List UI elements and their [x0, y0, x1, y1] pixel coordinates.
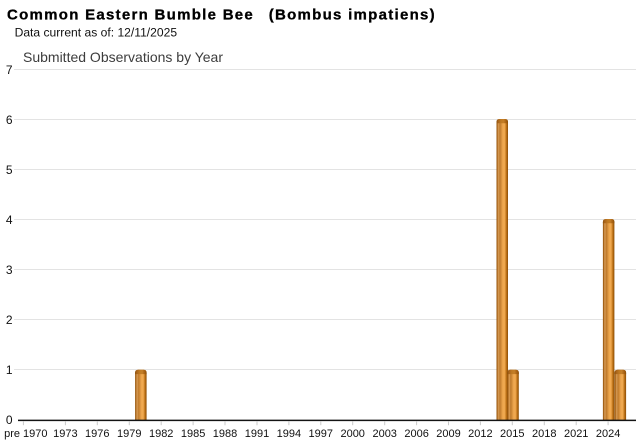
svg-text:1979: 1979 — [117, 428, 141, 440]
svg-text:2006: 2006 — [404, 428, 428, 440]
svg-text:(Bombus impatiens): (Bombus impatiens) — [269, 7, 436, 24]
svg-text:3: 3 — [6, 263, 13, 277]
svg-text:1988: 1988 — [213, 428, 237, 440]
svg-text:2018: 2018 — [532, 428, 556, 440]
svg-text:1991: 1991 — [245, 428, 269, 440]
svg-text:1: 1 — [6, 363, 13, 377]
svg-text:6: 6 — [6, 113, 13, 127]
svg-text:4: 4 — [6, 213, 13, 227]
svg-text:2024: 2024 — [596, 428, 620, 440]
svg-text:2009: 2009 — [436, 428, 460, 440]
svg-text:2: 2 — [6, 313, 13, 327]
svg-text:Submitted Observations by Year: Submitted Observations by Year — [23, 49, 223, 65]
svg-text:2000: 2000 — [340, 428, 364, 440]
svg-text:1985: 1985 — [181, 428, 205, 440]
svg-text:1973: 1973 — [53, 428, 77, 440]
svg-text:Common Eastern Bumble Bee: Common Eastern Bumble Bee — [7, 7, 254, 24]
svg-text:5: 5 — [6, 163, 13, 177]
svg-text:2021: 2021 — [564, 428, 588, 440]
svg-text:1994: 1994 — [277, 428, 301, 440]
svg-text:0: 0 — [6, 413, 13, 427]
svg-text:2012: 2012 — [468, 428, 492, 440]
svg-text:1982: 1982 — [149, 428, 173, 440]
svg-text:1976: 1976 — [85, 428, 109, 440]
svg-text:Data current as of: 12/11/2025: Data current as of: 12/11/2025 — [15, 26, 178, 40]
svg-text:1997: 1997 — [309, 428, 333, 440]
svg-text:pre 1970: pre 1970 — [4, 428, 47, 440]
svg-text:2003: 2003 — [372, 428, 396, 440]
svg-text:2015: 2015 — [500, 428, 524, 440]
svg-text:7: 7 — [6, 63, 13, 77]
